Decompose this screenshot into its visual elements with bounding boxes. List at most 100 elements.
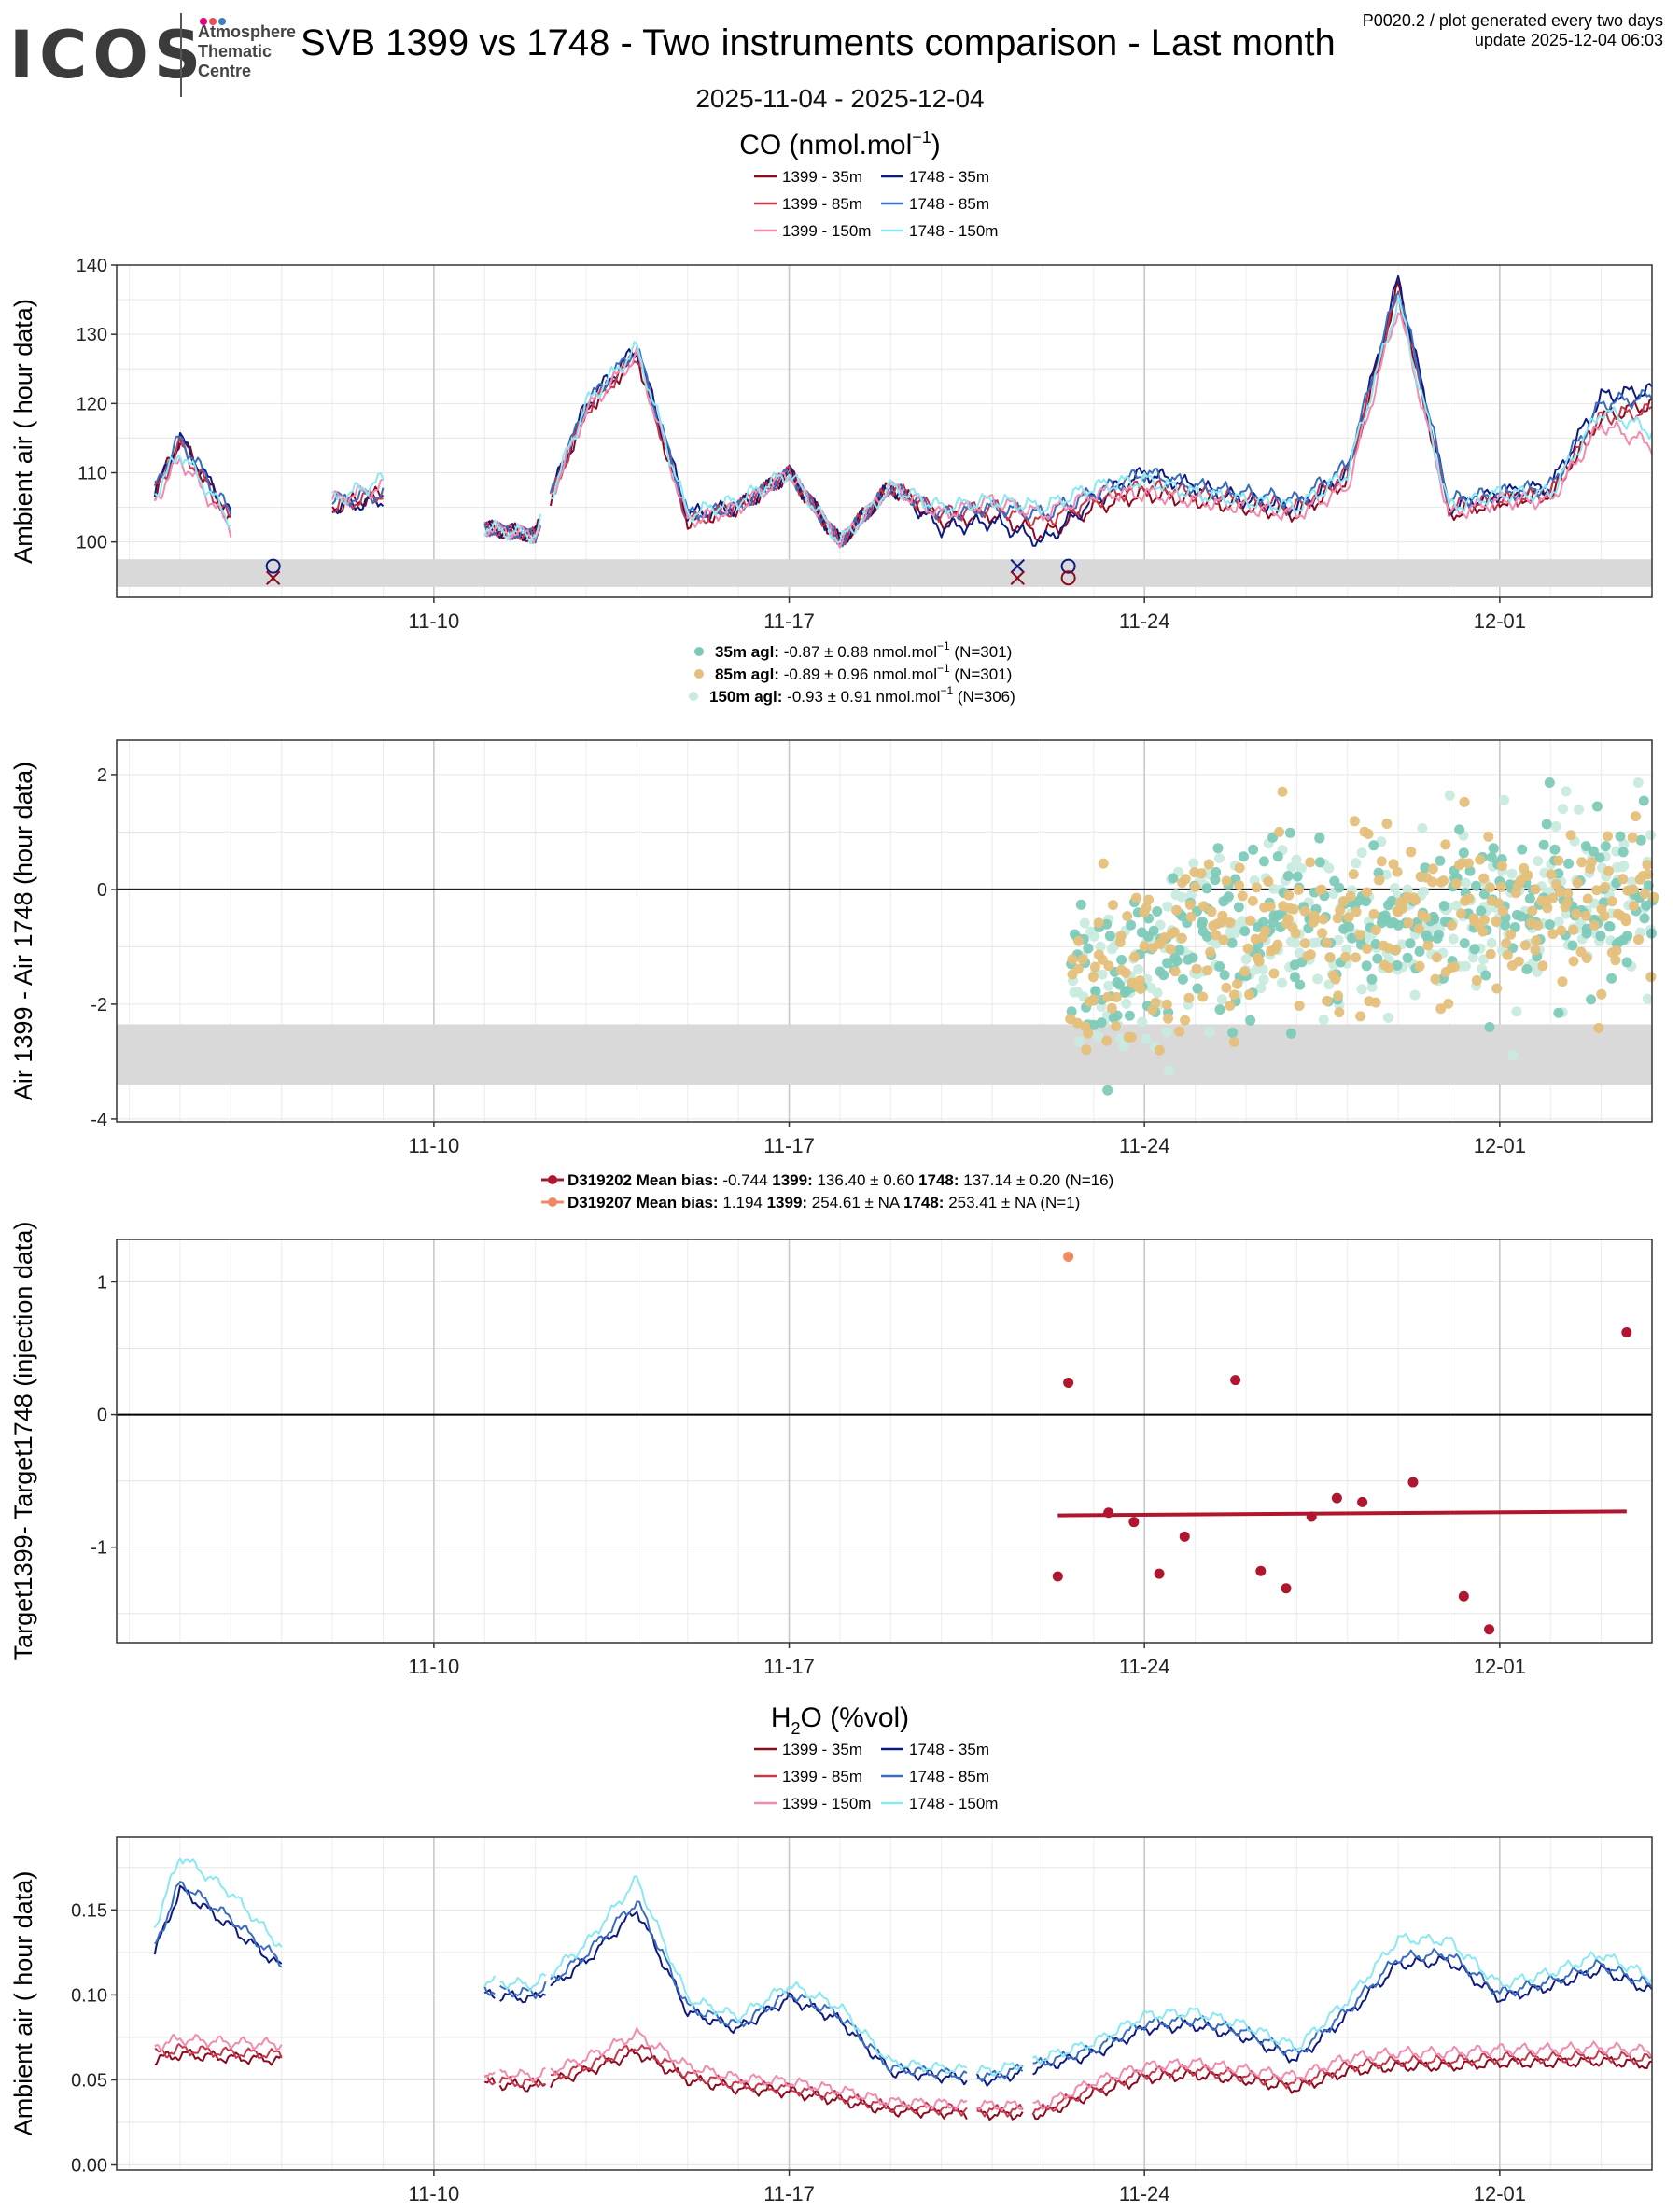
diff-point: [1383, 962, 1394, 973]
target-point: [1179, 1531, 1190, 1542]
plot-border: [116, 739, 1653, 1123]
diff-point: [1120, 968, 1131, 978]
diff-point: [1330, 973, 1341, 985]
diff-point: [1351, 858, 1362, 869]
diff-point: [1642, 993, 1653, 1004]
diff-point: [1294, 947, 1305, 959]
diff-point: [1414, 960, 1425, 972]
diff-point: [1083, 943, 1094, 954]
diff-point: [1645, 830, 1656, 841]
diff-point: [1599, 911, 1610, 921]
y-tick-label: -2: [91, 995, 107, 1015]
diff-point: [1530, 884, 1541, 895]
series-line: [153, 274, 1653, 547]
diff-point: [1537, 960, 1548, 972]
plot-meta-id: P0020.2 / plot generated every two days: [1362, 11, 1663, 30]
diff-point: [1550, 878, 1561, 889]
diff-point: [1332, 913, 1343, 924]
diff-point: [1205, 946, 1216, 958]
diff-point: [1631, 811, 1641, 822]
diff-point: [1324, 952, 1336, 963]
diff-point: [1550, 821, 1561, 832]
y-axis-label: Air 1399 - Air 1748 (hour data): [9, 762, 37, 1100]
diff-point: [1591, 885, 1603, 896]
diff-point: [1485, 948, 1496, 959]
diff-point: [1263, 876, 1274, 887]
diff-point: [1561, 897, 1573, 908]
diff-point: [1491, 983, 1503, 994]
diff-point: [1495, 881, 1506, 892]
diff-point: [1314, 833, 1325, 844]
diff-point: [1108, 900, 1118, 911]
diff-point: [1386, 895, 1397, 906]
x-tick-label: 11-24: [1119, 609, 1170, 633]
diff-point: [1409, 989, 1421, 1001]
series-line: [153, 290, 1653, 547]
series-line: [154, 2043, 1653, 2118]
diff-point: [1218, 934, 1229, 945]
diff-point: [1582, 893, 1593, 904]
diff-point: [1417, 822, 1428, 833]
diff-point: [1389, 883, 1400, 893]
diff-point: [1197, 991, 1209, 1002]
diff-point: [1161, 999, 1172, 1010]
diff-point: [1643, 880, 1654, 891]
diff-point: [1225, 1001, 1236, 1011]
diff-point: [1251, 882, 1262, 893]
diff-point: [1388, 859, 1399, 870]
diff-point: [1643, 869, 1654, 880]
diff-point: [1370, 939, 1381, 949]
diff-point: [1517, 844, 1528, 855]
y-tick-label: 2: [97, 765, 107, 786]
legend-label: 1399 - 85m: [782, 1768, 862, 1785]
diff-point: [1258, 917, 1269, 928]
logo-subtitle: Atmosphere Thematic Centre: [198, 22, 296, 81]
diff-point: [1088, 994, 1099, 1005]
diff-point: [1403, 917, 1414, 929]
legend-label: 1748 - 85m: [909, 195, 989, 213]
diff-point: [1211, 930, 1222, 941]
diff-point: [1370, 997, 1381, 1008]
diff-point: [1077, 954, 1088, 965]
diff-point: [1410, 895, 1421, 906]
diff-point: [1596, 988, 1607, 1000]
diff-point: [1188, 858, 1199, 869]
diff-point: [1581, 928, 1592, 939]
diff-point: [1603, 865, 1614, 876]
diff-point: [1617, 847, 1629, 858]
diff-point: [1595, 931, 1606, 942]
diff-point: [1460, 877, 1471, 889]
diff-point: [1253, 956, 1265, 967]
diff-point: [1305, 857, 1316, 868]
diff-point: [1463, 893, 1475, 904]
diff-point: [1180, 874, 1191, 885]
diff-point: [1639, 913, 1650, 924]
legend-title: CO (nmol.mol−1): [739, 128, 941, 161]
diff-point: [1533, 856, 1544, 867]
diff-point: [1115, 931, 1127, 942]
diff-point: [1072, 963, 1084, 974]
x-tick-label: 11-10: [409, 1134, 460, 1157]
x-tick-label: 11-17: [763, 2182, 815, 2205]
plot-background: [117, 265, 1652, 597]
diff-point: [1206, 906, 1217, 917]
diff-point: [1143, 894, 1155, 905]
diff-point: [1201, 883, 1212, 894]
y-tick-label: 1: [97, 1272, 107, 1293]
icos-logo-text: ICOS: [9, 17, 207, 93]
diff-point: [1499, 794, 1510, 805]
diff-point: [1290, 937, 1301, 948]
diff-point: [1345, 890, 1356, 902]
diff-point: [1356, 984, 1367, 995]
diff-point: [1522, 870, 1533, 881]
diff-point: [1289, 972, 1300, 983]
diff-point: [1372, 953, 1383, 964]
diff-point: [1135, 984, 1146, 994]
diff-point: [1185, 889, 1197, 901]
diff-point: [1628, 901, 1639, 912]
y-tick-label: 120: [77, 394, 107, 414]
diff-point: [1558, 804, 1568, 815]
diff-point: [1245, 1015, 1256, 1026]
diff-point: [1096, 1017, 1107, 1029]
diff-point: [1435, 855, 1446, 866]
